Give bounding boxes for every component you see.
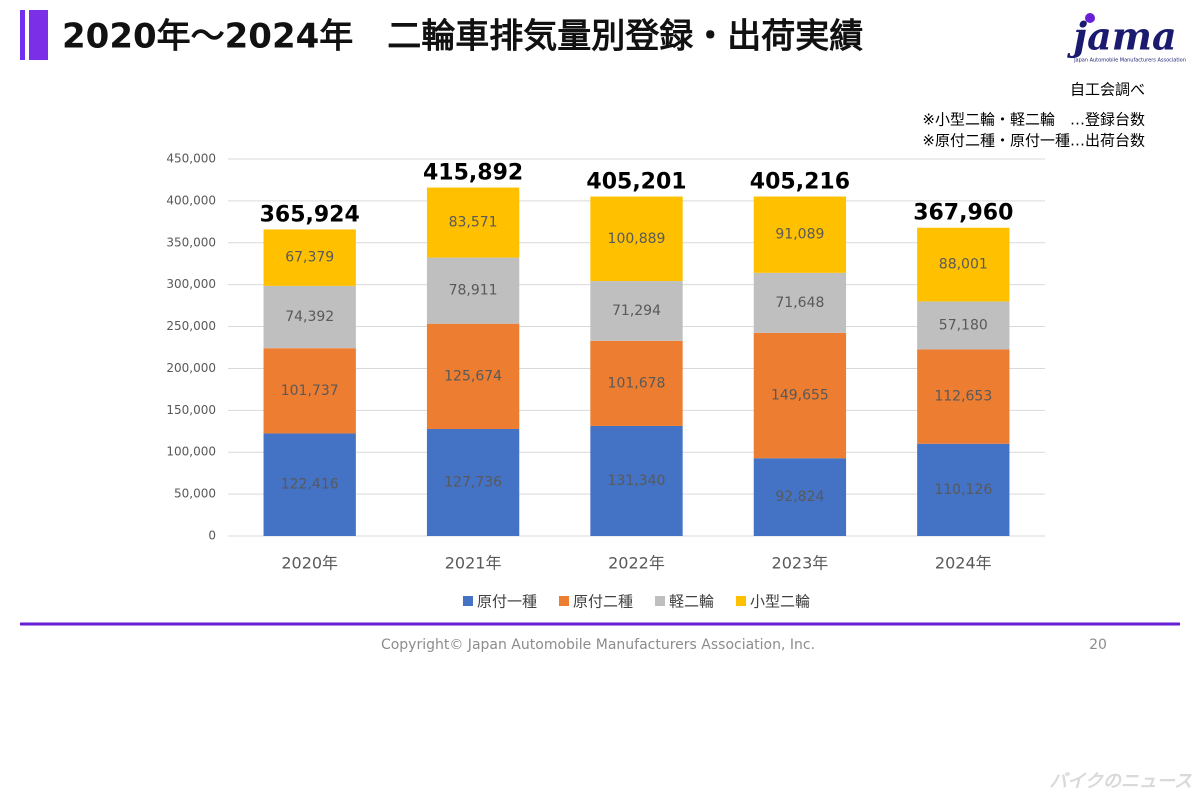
logo-dot: [1085, 13, 1095, 23]
bar-segment: [917, 443, 1010, 536]
y-tick-label: 450,000: [166, 152, 216, 166]
y-tick-label: 400,000: [166, 193, 216, 207]
data-label: 131,340: [608, 473, 666, 489]
bar-segment: [917, 227, 1010, 302]
data-label: 74,392: [285, 309, 334, 325]
data-label: 122,416: [281, 477, 339, 493]
bar-segment: [917, 301, 1010, 350]
bar-segment: [263, 229, 356, 286]
data-label: 101,678: [608, 375, 666, 391]
title-accent: [20, 10, 25, 60]
logo-subtitle: Japan Automobile Manufacturers Associati…: [1073, 58, 1186, 64]
x-tick-label: 2021年: [445, 554, 502, 573]
bar-segment: [590, 281, 683, 341]
x-tick-label: 2020年: [281, 554, 338, 573]
total-label: 415,892: [423, 161, 523, 186]
y-tick-label: 0: [208, 529, 216, 543]
data-label: 101,737: [281, 383, 339, 399]
note: ※小型二輪・軽二輪 …登録台数: [922, 111, 1145, 129]
bar-segment: [917, 349, 1010, 444]
legend-swatch: [462, 596, 473, 606]
slide-title: 2020年～2024年 二輪車排気量別登録・出荷実績: [62, 17, 863, 57]
bar-segment: [263, 433, 356, 536]
bar-segment: [263, 285, 356, 349]
data-label: 92,824: [775, 489, 824, 505]
data-label: 112,653: [934, 389, 992, 405]
legend-label: 原付一種: [477, 593, 537, 611]
total-label: 405,201: [586, 170, 686, 195]
data-label: 71,648: [775, 295, 824, 311]
legend-swatch: [655, 596, 665, 606]
y-tick-label: 250,000: [166, 319, 216, 333]
bar-segment: [590, 340, 683, 426]
bar-segment: [263, 348, 356, 434]
source-note: 自工会調べ: [1070, 81, 1145, 99]
watermark: バイクのニュース: [1049, 771, 1192, 792]
bar-segment: [590, 425, 683, 536]
data-label: 125,674: [444, 368, 502, 384]
logo: jama: [1066, 14, 1176, 59]
data-label: 149,655: [771, 388, 829, 404]
legend-swatch: [736, 596, 747, 606]
bar-segment: [426, 428, 520, 536]
data-label: 127,736: [444, 474, 502, 490]
y-tick-label: 200,000: [166, 361, 216, 375]
total-label: 365,924: [260, 202, 360, 227]
data-label: 67,379: [285, 250, 334, 266]
data-label: 110,126: [934, 482, 992, 498]
bar-segment: [753, 196, 847, 273]
data-label: 83,571: [449, 215, 498, 231]
bar-segment: [590, 196, 683, 282]
x-tick-label: 2022年: [608, 554, 665, 573]
bar-segment: [753, 272, 847, 333]
bar-segment: [426, 187, 520, 258]
data-label: 57,180: [939, 317, 988, 333]
y-tick-label: 300,000: [166, 277, 216, 291]
y-tick-label: 350,000: [166, 235, 216, 249]
total-label: 405,216: [750, 170, 850, 195]
legend-label: 小型二輪: [750, 593, 810, 611]
y-tick-label: 100,000: [166, 445, 216, 459]
x-tick-label: 2024年: [935, 554, 992, 573]
page-number: 20: [1089, 637, 1107, 653]
bar-segment: [753, 458, 847, 536]
copyright: Copyright© Japan Automobile Manufacturer…: [381, 637, 815, 653]
data-label: 78,911: [449, 283, 498, 299]
y-tick-label: 50,000: [174, 487, 216, 501]
bar-segment: [426, 323, 520, 429]
y-tick-label: 150,000: [166, 403, 216, 417]
bar-segment: [426, 257, 520, 324]
bar-segment: [753, 332, 847, 459]
data-label: 100,889: [608, 231, 666, 247]
data-label: 88,001: [939, 257, 988, 273]
legend-label: 軽二輪: [669, 593, 714, 611]
data-label: 71,294: [612, 303, 661, 319]
x-tick-label: 2023年: [772, 554, 829, 573]
data-label: 91,089: [775, 227, 824, 243]
note: ※原付二種・原付一種…出荷台数: [922, 132, 1145, 150]
legend-swatch: [558, 596, 569, 606]
total-label: 367,960: [913, 201, 1013, 226]
legend-label: 原付二種: [573, 593, 633, 611]
title-accent: [29, 10, 48, 60]
